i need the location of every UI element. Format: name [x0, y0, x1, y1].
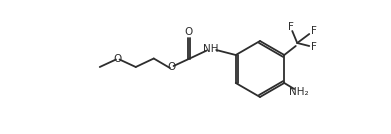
Text: O: O — [114, 53, 122, 64]
Text: F: F — [311, 26, 317, 36]
Text: O: O — [168, 62, 176, 72]
Text: NH: NH — [203, 44, 219, 54]
Text: NH₂: NH₂ — [289, 87, 309, 97]
Text: F: F — [288, 21, 294, 31]
Text: F: F — [311, 42, 317, 52]
Text: O: O — [185, 27, 193, 37]
